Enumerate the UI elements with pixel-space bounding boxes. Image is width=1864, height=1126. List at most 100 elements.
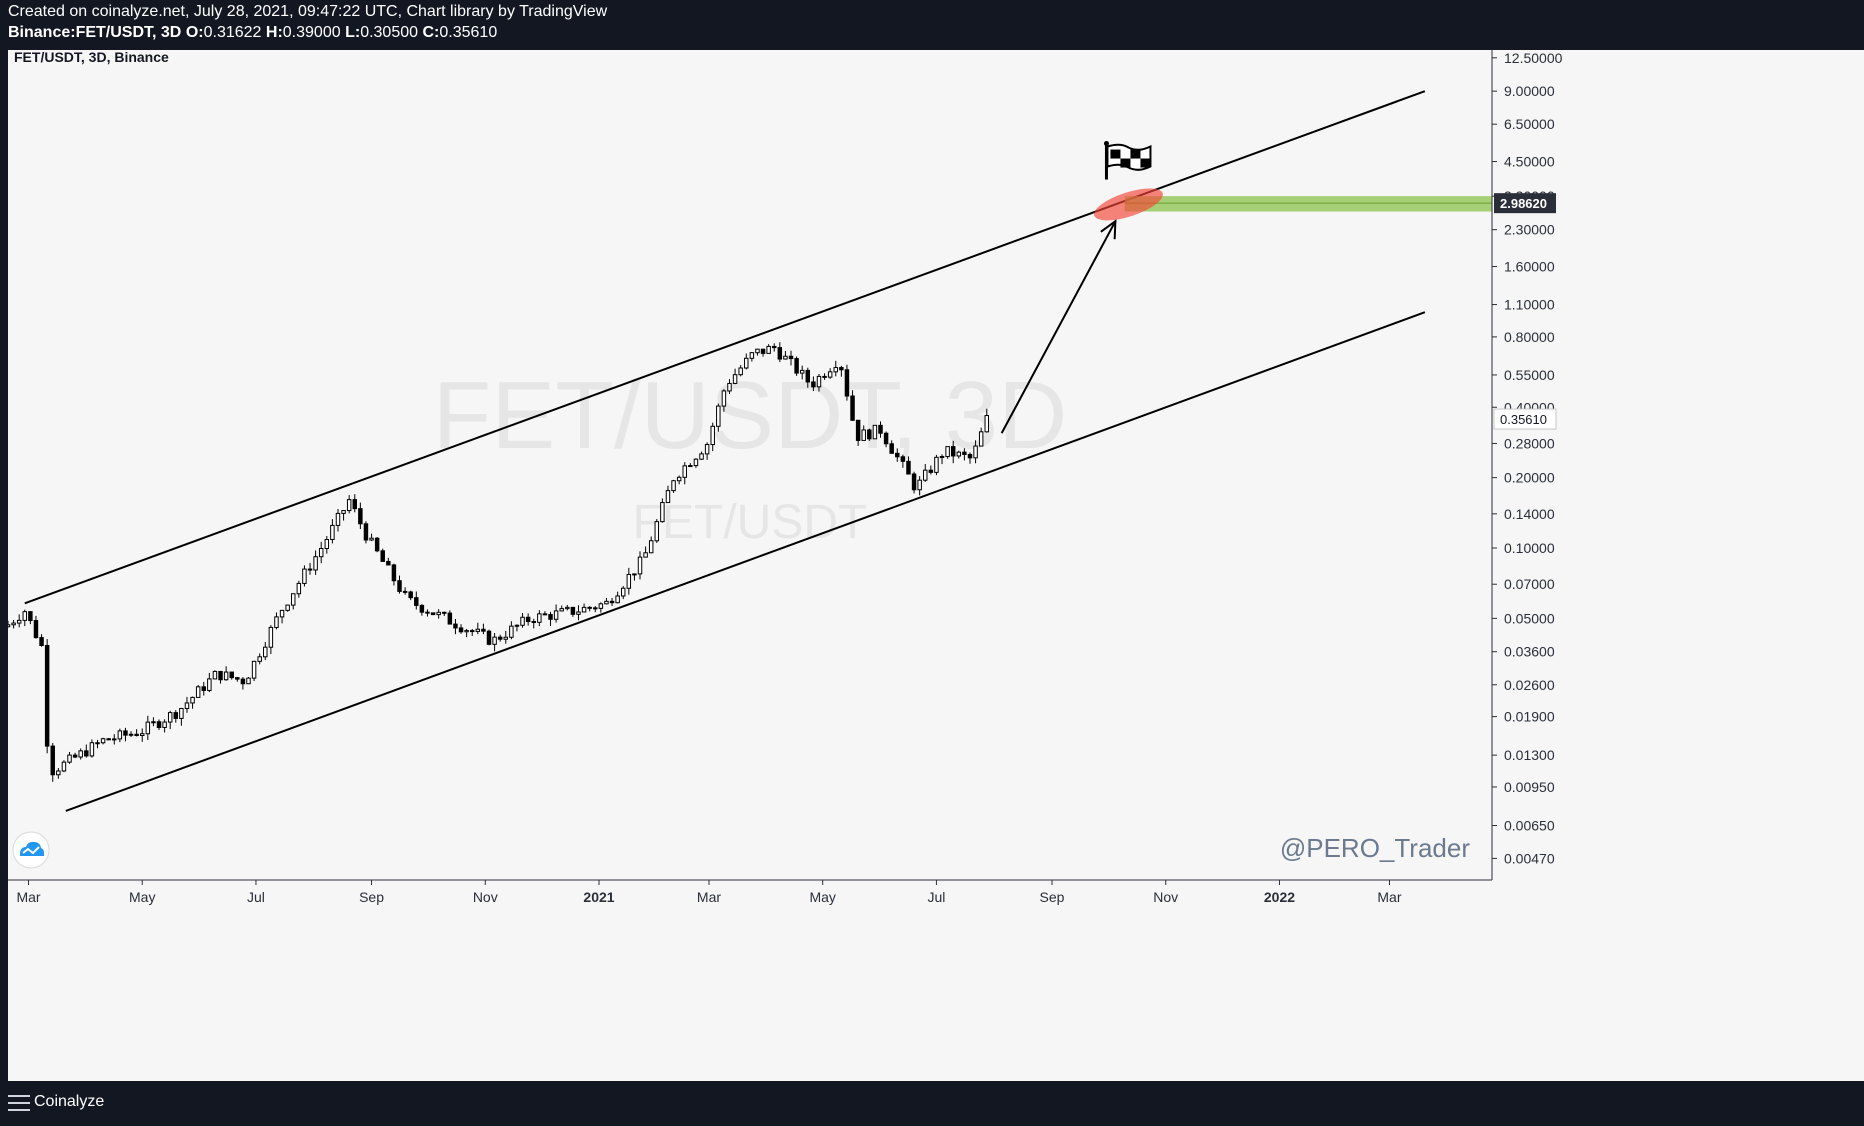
candle-body — [783, 355, 788, 360]
candle-body — [615, 595, 620, 604]
candle — [626, 567, 632, 595]
candle-body — [257, 656, 262, 662]
candle-body — [514, 624, 520, 627]
candles — [5, 342, 990, 782]
candle — [173, 710, 179, 723]
ohlc-high-key: H: — [265, 24, 283, 41]
candle — [296, 580, 302, 598]
candle — [788, 350, 794, 366]
candle — [358, 502, 363, 530]
candle — [106, 738, 111, 741]
candle-body — [833, 367, 838, 373]
candle — [548, 611, 553, 627]
candle — [744, 353, 749, 370]
candle — [917, 476, 922, 496]
candle — [112, 734, 117, 745]
price-tick-label: 0.10000 — [1504, 540, 1555, 556]
candle-body — [117, 730, 123, 740]
candle-body — [223, 671, 229, 681]
price-chart[interactable]: FET/USDT, 3D FET/USDT 12.50000 9.00000 6.50… — [5, 49, 1864, 1081]
candle — [889, 440, 894, 454]
candle — [218, 670, 223, 684]
target-ellipse — [1094, 188, 1163, 221]
candle — [861, 425, 866, 441]
candle — [570, 606, 576, 617]
candle — [369, 533, 374, 542]
candle — [123, 727, 128, 742]
candle-body — [486, 630, 492, 645]
hamburger-menu-icon[interactable] — [8, 1095, 30, 1113]
candle-body — [106, 738, 111, 741]
ohlc-high-value: 0.39000 — [282, 24, 341, 41]
candle — [559, 605, 564, 612]
time-tick-label: May — [809, 889, 835, 905]
candle-body — [497, 636, 503, 640]
candle-body — [274, 616, 279, 628]
price-tick-label: 0.55000 — [1504, 367, 1555, 383]
candle-body — [727, 382, 732, 392]
price-tick-label: 12.50000 — [1504, 50, 1563, 66]
candle-body — [123, 730, 128, 736]
candle — [402, 587, 408, 595]
candle — [229, 671, 234, 680]
candle-body — [732, 374, 738, 384]
candle — [609, 597, 615, 607]
candle — [386, 557, 391, 566]
candle-body — [195, 686, 201, 698]
price-axis — [1492, 50, 1864, 1081]
candle-body — [268, 626, 274, 648]
time-tick-label: Nov — [1153, 889, 1178, 905]
candle — [223, 666, 229, 681]
candle-body — [151, 721, 156, 724]
candle — [537, 610, 542, 627]
candle-body — [44, 644, 50, 747]
chart-area[interactable]: FET/USDT, 3D FET/USDT 12.50000 9.00000 6.50… — [5, 49, 1864, 1081]
candle-body — [179, 708, 184, 719]
candle-body — [139, 733, 145, 737]
candle-body — [458, 627, 464, 633]
candle-body — [218, 670, 223, 681]
candle-body — [565, 606, 570, 610]
time-tick-label: Jul — [247, 889, 265, 905]
candle-body — [682, 465, 687, 478]
price-tick-label: 1.60000 — [1504, 259, 1555, 275]
candle-body — [235, 677, 240, 680]
candle-body — [419, 604, 425, 613]
lower-channel-line — [65, 311, 1426, 812]
candle-body — [16, 619, 22, 624]
candle-body — [402, 590, 408, 593]
candle — [279, 609, 285, 624]
candle — [682, 462, 687, 485]
candle — [318, 541, 324, 564]
candle-body — [537, 613, 542, 623]
candle — [430, 612, 436, 616]
author-label: @PERO_Trader — [1280, 833, 1470, 863]
candle — [335, 508, 341, 532]
candle-body — [895, 452, 900, 458]
candle — [492, 633, 497, 652]
candle-body — [676, 476, 682, 482]
price-tick-label: 0.03600 — [1504, 644, 1555, 660]
drawings[interactable] — [24, 90, 1492, 812]
candle — [978, 427, 984, 447]
candle — [324, 536, 330, 554]
time-tick-label: Sep — [1040, 889, 1065, 905]
candle — [967, 452, 973, 464]
candle-body — [447, 612, 453, 625]
candle-body — [84, 750, 89, 757]
candle-body — [363, 523, 369, 541]
candle — [341, 510, 346, 521]
candle — [928, 465, 934, 475]
price-tick-label: 4.50000 — [1504, 154, 1555, 170]
candle-body — [805, 369, 811, 383]
candle — [134, 729, 139, 737]
candle — [721, 389, 727, 412]
candle — [794, 356, 799, 376]
candle-body — [173, 712, 179, 719]
candle-body — [867, 429, 872, 440]
footer-brand[interactable]: Coinalyze — [34, 1093, 105, 1110]
price-tick-label: 0.02600 — [1504, 677, 1555, 693]
candle-body — [531, 621, 536, 624]
candle-body — [755, 348, 760, 354]
candle-body — [911, 473, 917, 491]
